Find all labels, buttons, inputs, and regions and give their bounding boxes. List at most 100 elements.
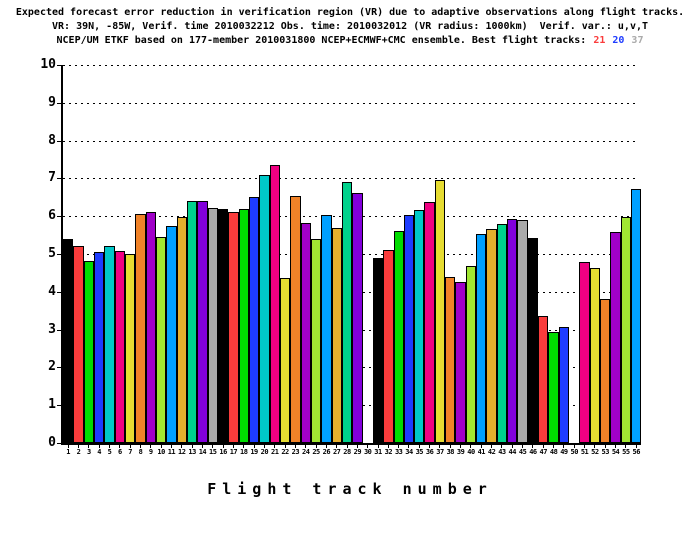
bar-track-13 — [186, 201, 198, 443]
x-tick-14 — [201, 445, 203, 448]
bar-slot-27 — [331, 65, 342, 443]
bar-slot-43 — [496, 65, 508, 443]
best-track-number-3: 37 — [631, 35, 644, 46]
y-tick-8 — [57, 141, 62, 142]
x-tick-17 — [232, 445, 234, 448]
bar-slot-14 — [197, 65, 208, 443]
bar-slot-20 — [259, 65, 270, 443]
bar-slot-53 — [600, 65, 611, 443]
x-tick-label-16: 16 — [219, 448, 227, 456]
y-tick-label-10: 10 — [40, 57, 56, 72]
bar-track-42 — [486, 229, 497, 443]
bar-track-18 — [238, 209, 249, 443]
x-tick-32 — [387, 445, 389, 448]
bar-track-9 — [145, 212, 156, 443]
x-tick-29 — [356, 445, 358, 448]
bar-track-52 — [589, 268, 601, 443]
x-cell-8: 8 — [135, 445, 145, 457]
x-cell-2: 2 — [73, 445, 83, 457]
y-tick-5 — [57, 254, 62, 255]
bar-track-7 — [124, 254, 136, 443]
x-tick-label-49: 49 — [560, 448, 568, 456]
x-cell-14: 14 — [197, 445, 207, 457]
x-tick-label-1: 1 — [66, 448, 71, 456]
x-cell-10: 10 — [156, 445, 166, 457]
chart-title-line-1: Expected forecast error reduction in ver… — [15, 7, 685, 18]
bar-slot-52 — [589, 65, 601, 443]
x-tick-55 — [625, 445, 627, 448]
gridline-8 — [63, 140, 639, 142]
bar-track-38 — [445, 277, 456, 443]
x-cell-46: 46 — [528, 445, 538, 457]
x-tick-label-6: 6 — [117, 448, 122, 456]
bar-track-44 — [507, 219, 518, 443]
x-tick-label-36: 36 — [425, 448, 434, 456]
bar-slot-28 — [341, 65, 353, 443]
bar-slot-29 — [352, 65, 363, 443]
x-tick-label-43: 43 — [498, 448, 506, 456]
x-cell-40: 40 — [466, 445, 476, 457]
x-cell-28: 28 — [342, 445, 352, 457]
bar-slot-13 — [186, 65, 198, 443]
bar-slot-25 — [310, 65, 322, 443]
x-cell-9: 9 — [146, 445, 156, 457]
x-tick-label-50: 50 — [570, 448, 579, 456]
x-cell-27: 27 — [332, 445, 342, 457]
x-tick-label-54: 54 — [611, 448, 620, 456]
x-tick-49 — [563, 445, 565, 448]
x-tick-39 — [460, 445, 462, 448]
x-cell-42: 42 — [486, 445, 496, 457]
x-tick-label-7: 7 — [128, 448, 132, 456]
x-cell-7: 7 — [125, 445, 135, 457]
x-tick-18 — [243, 445, 245, 448]
y-tick-9 — [57, 103, 62, 104]
bar-slot-46 — [527, 65, 539, 443]
x-tick-label-31: 31 — [374, 448, 382, 456]
x-cell-39: 39 — [455, 445, 465, 457]
x-tick-38 — [449, 445, 451, 448]
gridline-10 — [63, 65, 639, 66]
bar-track-41 — [476, 234, 487, 443]
bar-slot-18 — [238, 65, 249, 443]
x-tick-label-17: 17 — [229, 448, 238, 456]
bar-track-25 — [310, 239, 322, 443]
x-axis-labels: 1 2 3 4 5 6 7 8 9 10 11 12 13 14 15 16 17 18 19 20 21 22 23 24 2… — [63, 445, 641, 457]
bar-track-56 — [631, 189, 642, 443]
x-tick-56 — [635, 445, 637, 448]
x-tick-label-10: 10 — [157, 448, 165, 456]
x-tick-label-44: 44 — [508, 448, 517, 456]
bar-slot-6 — [114, 65, 125, 443]
x-cell-21: 21 — [270, 445, 280, 457]
bar-track-33 — [393, 231, 404, 443]
x-tick-label-3: 3 — [86, 448, 91, 456]
bar-track-24 — [300, 223, 311, 443]
x-tick-label-35: 35 — [415, 448, 424, 456]
chart-title-line-2: VR: 39N, -85W, Verif. time 2010032212 Ob… — [51, 21, 649, 32]
x-cell-33: 33 — [394, 445, 404, 457]
x-tick-label-24: 24 — [301, 448, 310, 456]
x-cell-5: 5 — [104, 445, 114, 457]
bar-track-31 — [372, 258, 384, 443]
bar-slot-38 — [445, 65, 456, 443]
bar-track-8 — [135, 214, 146, 443]
bar-slot-8 — [135, 65, 146, 443]
bar-slot-49 — [558, 65, 570, 443]
x-tick-label-45: 45 — [518, 448, 527, 456]
x-tick-19 — [253, 445, 255, 448]
x-cell-30: 30 — [363, 445, 373, 457]
x-cell-52: 52 — [590, 445, 600, 457]
x-cell-11: 11 — [166, 445, 176, 457]
bar-slot-12 — [176, 65, 187, 443]
y-tick-0 — [57, 443, 62, 444]
bar-slot-5 — [104, 65, 115, 443]
bar-slot-34 — [403, 65, 415, 443]
x-tick-43 — [501, 445, 503, 448]
x-tick-42 — [491, 445, 493, 448]
bar-slot-15 — [207, 65, 218, 443]
x-cell-43: 43 — [497, 445, 507, 457]
x-tick-label-29: 29 — [353, 448, 362, 456]
bar-track-54 — [610, 232, 621, 443]
x-tick-46 — [532, 445, 534, 448]
bar-slot-30 — [363, 65, 373, 443]
x-tick-7 — [129, 445, 131, 448]
